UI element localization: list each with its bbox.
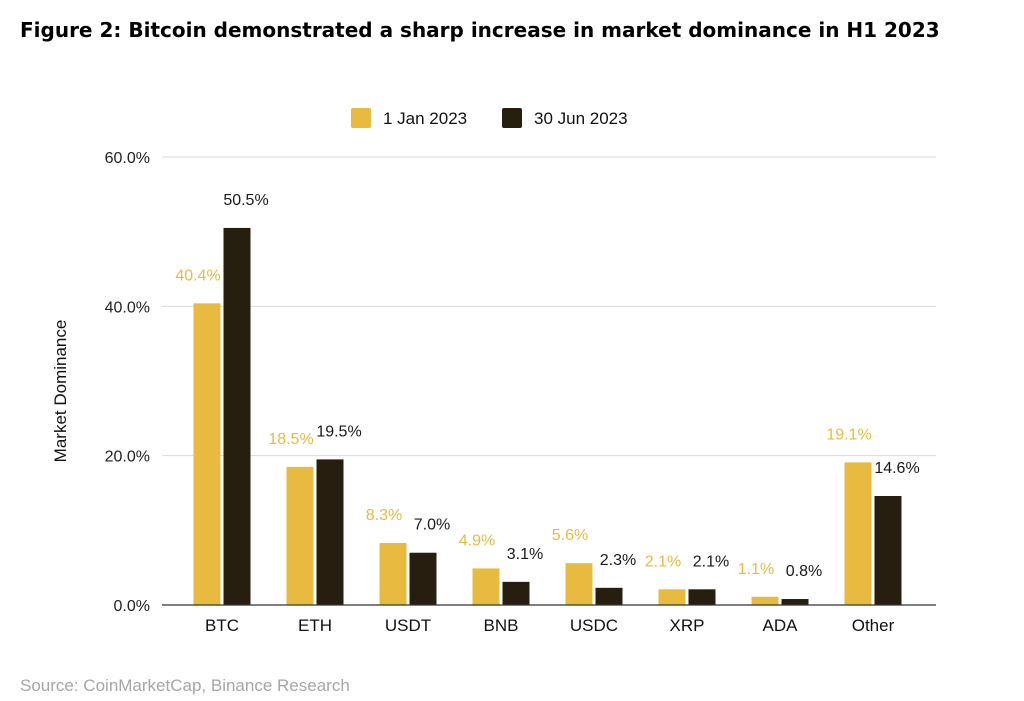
value-label: 2.3% [600,552,636,569]
bar-ada-jan [751,596,779,605]
x-category-label: USDC [570,616,618,635]
value-label: 7.0% [414,517,450,534]
bar-bnb-jun [502,581,530,605]
legend-swatch [351,108,371,128]
value-label: 0.8% [786,563,822,580]
figure-title: Figure 2: Bitcoin demonstrated a sharp i… [20,18,940,42]
value-label: 3.1% [507,546,543,563]
value-label: 4.9% [459,532,495,549]
legend-label: 30 Jun 2023 [534,109,628,128]
value-label: 1.1% [738,561,774,578]
y-tick-label: 60.0% [105,150,150,167]
bar-xrp-jun [688,589,716,605]
value-label: 14.6% [874,460,919,477]
legend-label: 1 Jan 2023 [383,109,467,128]
value-label: 18.5% [268,431,313,448]
value-label: 2.1% [645,553,681,570]
value-labels: 40.4% 50.5% 18.5% 19.5% 8.3% 7.0% 4.9% 3.1% 5.6%… [175,192,919,580]
bars [193,227,902,605]
x-category-label: USDT [385,616,431,635]
y-axis-ticks: 0.0% 20.0% 40.0% 60.0% [105,150,150,615]
bar-usdc-jun [595,587,623,605]
value-label: 50.5% [223,192,268,209]
value-label: 19.1% [826,426,871,443]
x-category-label: BTC [205,616,239,635]
x-category-label: XRP [670,616,705,635]
value-label: 2.1% [693,553,729,570]
x-category-label: BNB [484,616,519,635]
y-tick-label: 40.0% [105,299,150,316]
bar-other-jan [844,462,872,605]
bar-btc-jun [223,227,251,605]
legend: 1 Jan 2023 30 Jun 2023 [351,108,628,128]
bar-eth-jan [286,466,314,605]
value-label: 19.5% [316,423,361,440]
value-label: 8.3% [366,507,402,524]
y-axis-title: Market Dominance [51,320,70,463]
value-label: 5.6% [552,527,588,544]
bar-eth-jun [316,459,344,605]
value-label: 40.4% [175,267,220,284]
bar-bnb-jan [472,568,500,605]
y-tick-label: 0.0% [114,598,150,615]
bar-xrp-jan [658,589,686,605]
bar-usdt-jun [409,552,437,605]
y-tick-label: 20.0% [105,449,150,466]
legend-swatch [502,108,522,128]
x-category-label: ADA [763,616,799,635]
bar-other-jun [874,495,902,605]
x-category-label: ETH [298,616,332,635]
gridlines [162,156,936,457]
category-labels: BTC ETH USDT BNB USDC XRP ADA Other [205,616,895,635]
source-note: Source: CoinMarketCap, Binance Research [20,676,350,695]
bar-ada-jun [781,599,809,605]
bar-usdc-jan [565,563,593,605]
x-category-label: Other [852,616,895,635]
bar-btc-jan [193,303,221,605]
bar-usdt-jan [379,543,407,605]
